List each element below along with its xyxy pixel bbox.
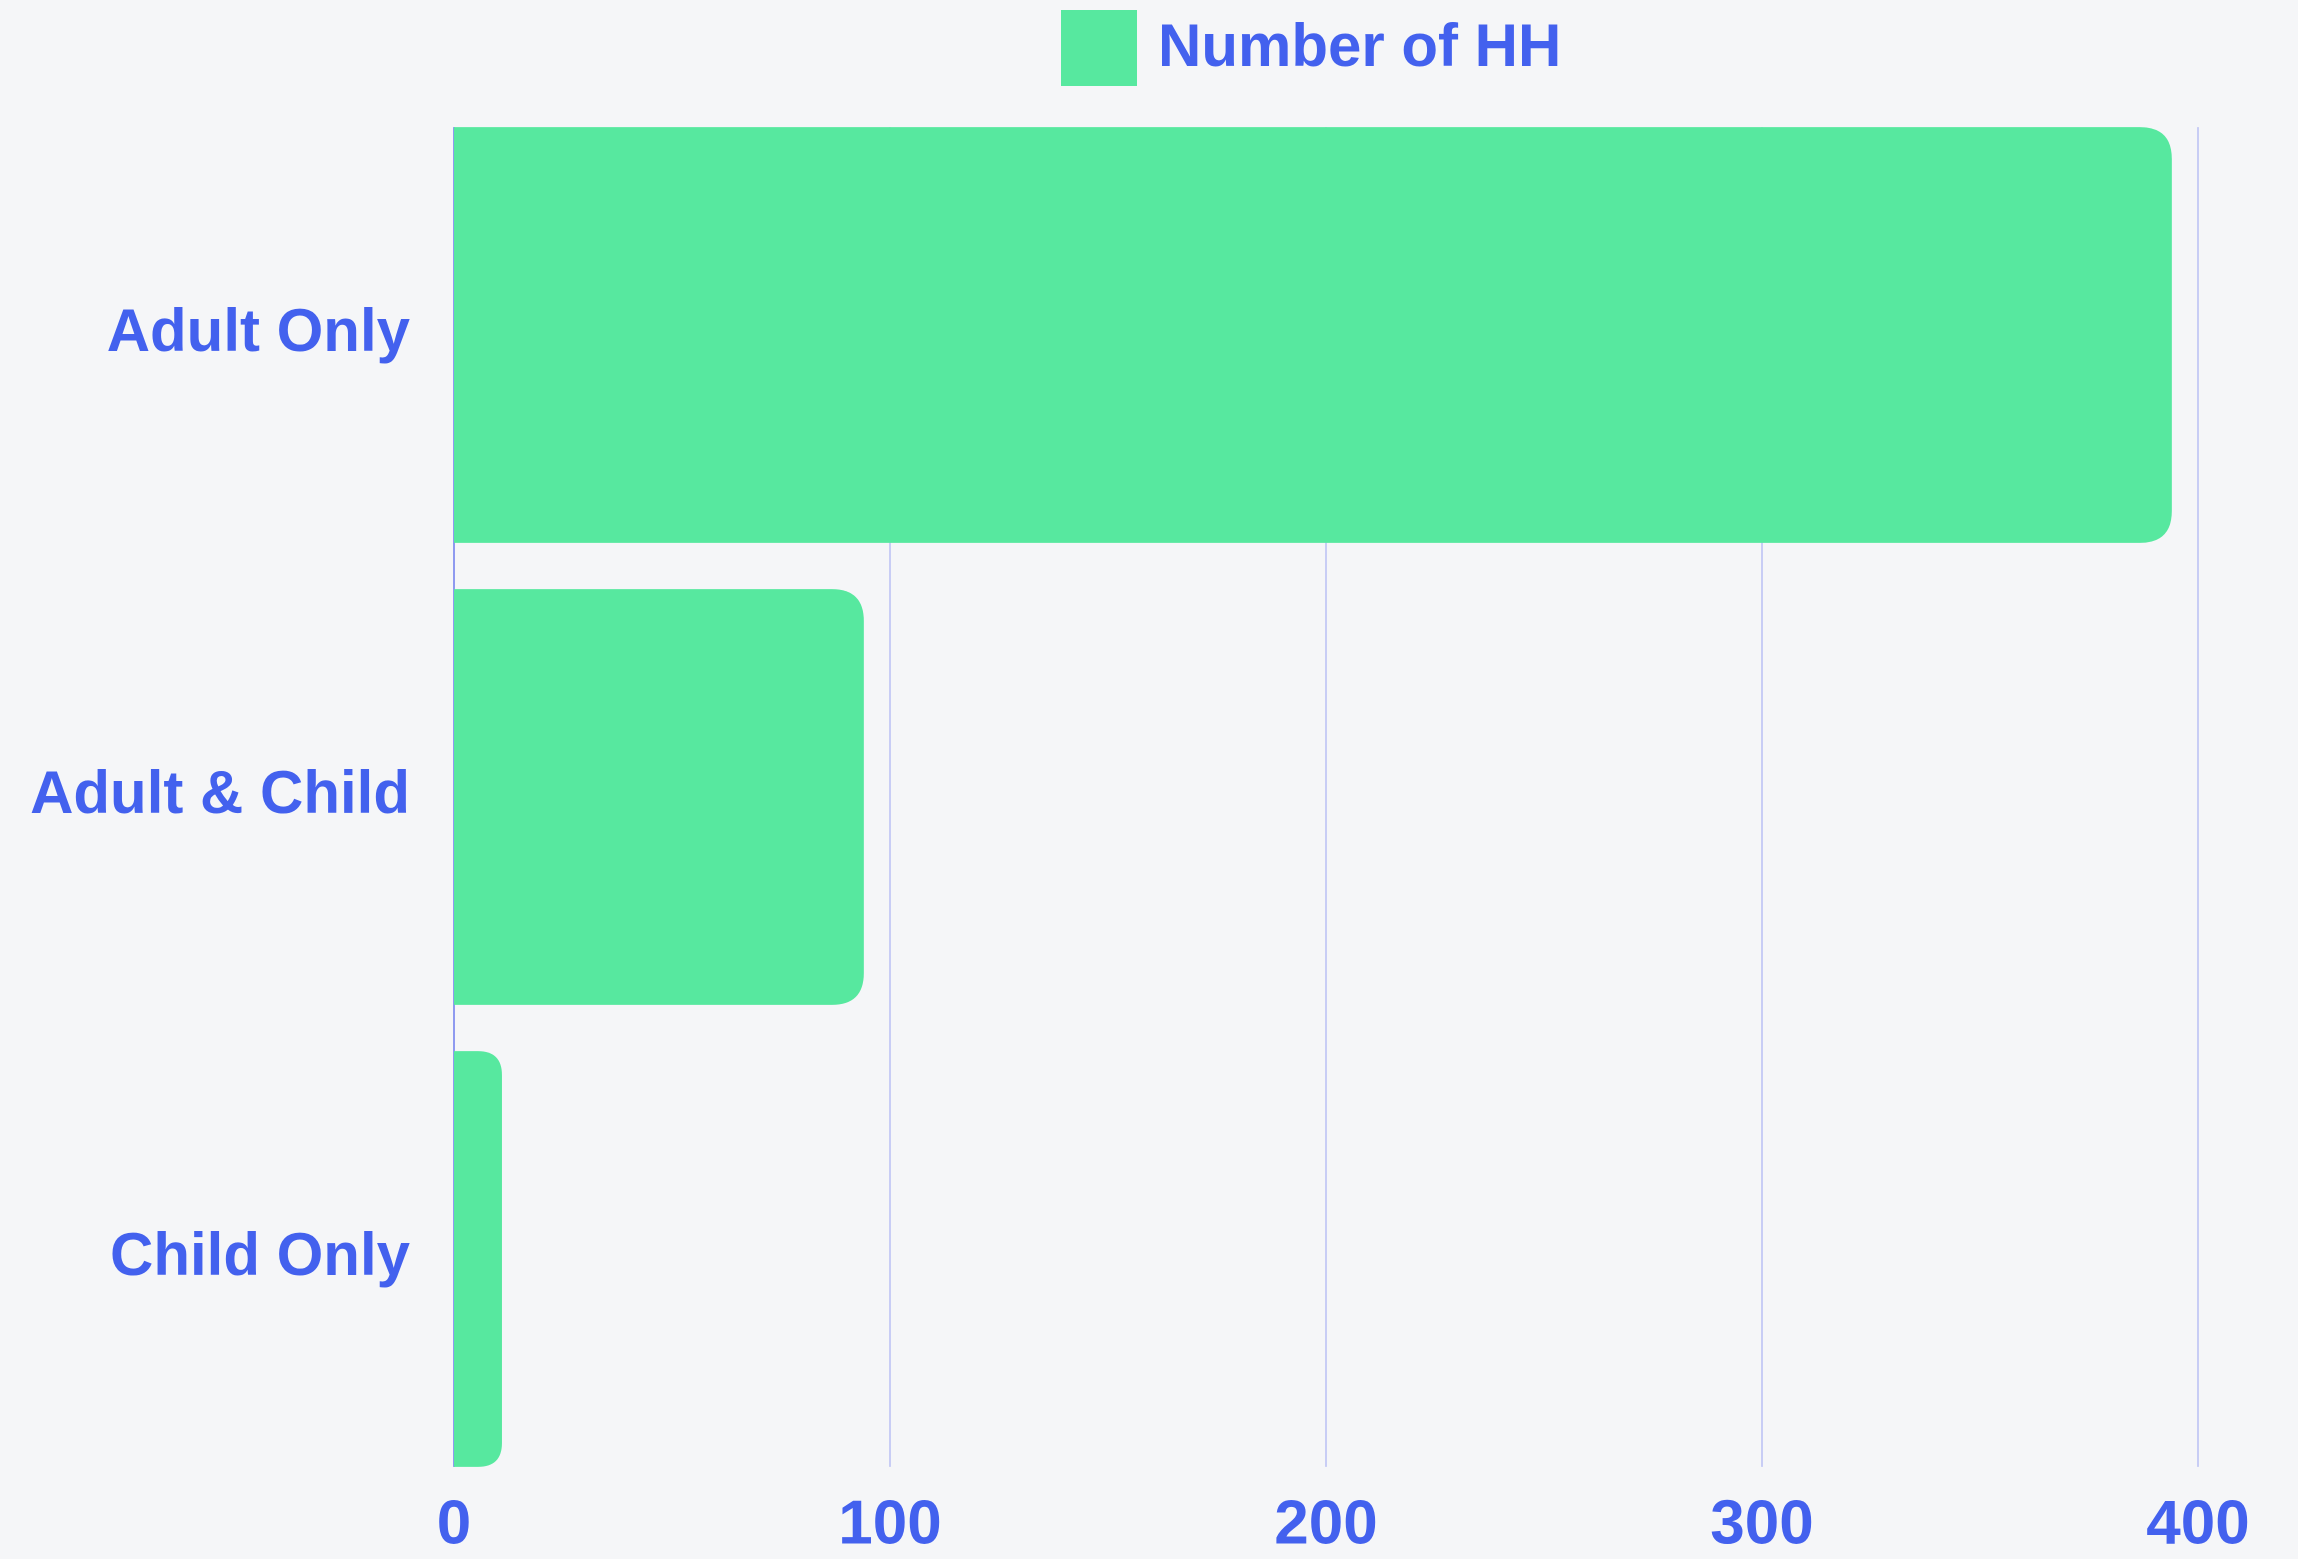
labels: 0 100 200 300 400 Adult Only Adult & Child Chil… xyxy=(30,10,2250,1557)
y-tick-label: Adult Only xyxy=(107,297,411,364)
bar xyxy=(454,589,864,1005)
x-tick-label: 300 xyxy=(1710,1488,1813,1557)
legend-label: Number of HH xyxy=(1158,12,1561,79)
bar xyxy=(454,1051,502,1467)
bar xyxy=(454,127,2172,543)
x-tick-label: 200 xyxy=(1274,1488,1377,1557)
x-tick-label: 400 xyxy=(2146,1488,2249,1557)
y-tick-label: Child Only xyxy=(110,1221,411,1288)
x-tick-label: 100 xyxy=(838,1488,941,1557)
x-tick-label: 0 xyxy=(437,1488,471,1557)
y-tick-label: Adult & Child xyxy=(30,759,410,826)
bars xyxy=(454,127,2172,1467)
legend-swatch xyxy=(1061,10,1137,86)
